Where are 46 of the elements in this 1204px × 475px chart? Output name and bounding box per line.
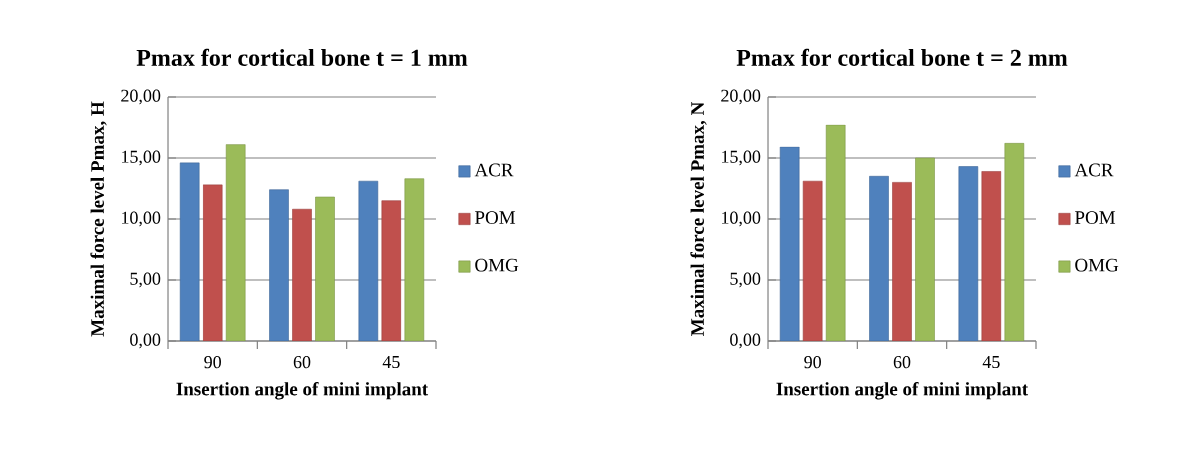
bar (915, 157, 935, 341)
bar (869, 176, 889, 341)
legend-label: POM (1074, 211, 1116, 224)
x-tick-label: 90 (804, 356, 821, 369)
x-tick-label: 45 (382, 356, 400, 369)
x-axis-title: Insertion angle of mini implant (176, 381, 429, 400)
legend-label: ACR (1074, 163, 1114, 177)
bar (269, 189, 289, 341)
y-tick-label: 20,00 (721, 89, 761, 105)
y-tick-label: 0,00 (130, 333, 161, 349)
bar (404, 178, 425, 341)
y-axis-title: Maximal force level Pmax, H (90, 101, 107, 337)
bar (802, 180, 823, 341)
x-tick-label: 90 (204, 356, 221, 369)
x-axis-title: Insertion angle of mini implant (776, 381, 1029, 400)
legend-label: ACR (474, 163, 514, 177)
legend-label: OMG (475, 258, 519, 272)
y-tick-label: 10,00 (122, 211, 161, 227)
y-tick-label: 0,00 (730, 333, 761, 349)
chart-title: Pmax for cortical bone t = 1 mm (136, 48, 468, 66)
bar (958, 166, 979, 341)
bar (315, 196, 335, 341)
x-tick-label: 60 (893, 356, 911, 369)
y-tick-label: 5,00 (730, 272, 761, 288)
bar (225, 144, 246, 341)
y-axis-title: Maximal force level Pmax, N (690, 102, 707, 336)
y-tick-label: 15,00 (122, 150, 161, 166)
bar (825, 124, 846, 341)
y-tick-label: 20,00 (121, 89, 161, 105)
bar (381, 200, 402, 341)
bar (358, 180, 379, 341)
bar (779, 146, 800, 341)
bar (1004, 143, 1025, 341)
y-tick-label: 5,00 (130, 272, 161, 288)
bar (981, 171, 1002, 341)
legend-label: OMG (1075, 258, 1119, 272)
bar (892, 182, 912, 341)
x-tick-label: 60 (293, 356, 311, 369)
bar (292, 208, 312, 341)
x-tick-label: 45 (982, 356, 1000, 369)
y-tick-label: 10,00 (722, 211, 761, 227)
bar (179, 162, 200, 341)
y-tick-label: 15,00 (722, 150, 761, 166)
bar (202, 184, 223, 341)
chart-title: Pmax for cortical bone t = 2 mm (736, 48, 1068, 66)
legend-label: POM (475, 211, 516, 224)
